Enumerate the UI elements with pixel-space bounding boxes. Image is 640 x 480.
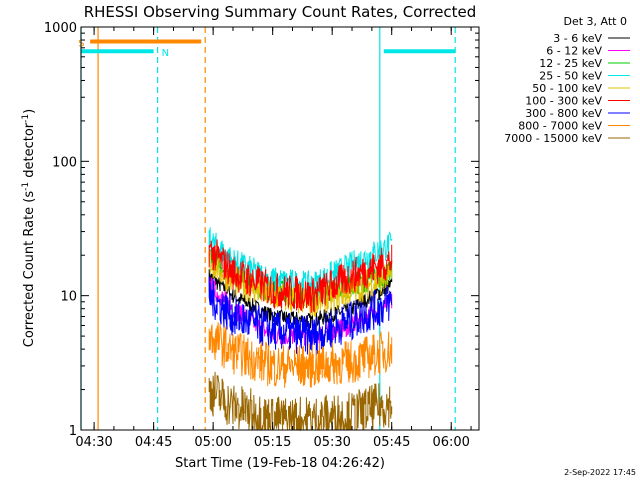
y-axis-label-exponent: -1 bbox=[21, 114, 31, 123]
x-tick-label: 05:45 bbox=[373, 435, 410, 450]
legend-label: 6 - 12 keV bbox=[546, 45, 602, 58]
legend-label: 100 - 300 keV bbox=[525, 95, 602, 108]
y-tick-label: 100 bbox=[52, 155, 77, 170]
x-tick-label: 04:30 bbox=[75, 435, 112, 450]
x-tick-label: 04:45 bbox=[135, 435, 172, 450]
y-axis-label-part: Corrected Count Rate (s bbox=[22, 191, 37, 348]
series-line bbox=[208, 322, 393, 388]
y-tick-label: 1000 bbox=[44, 21, 77, 36]
legend-title: Det 3, Att 0 bbox=[564, 15, 628, 28]
date-stamp: 2-Sep-2022 17:45 bbox=[564, 468, 636, 477]
legend-label: 25 - 50 keV bbox=[539, 70, 602, 83]
x-tick-label: 05:00 bbox=[194, 435, 231, 450]
legend-label: 12 - 25 keV bbox=[539, 57, 602, 70]
x-axis-label: Start Time (19-Feb-18 04:26:42) bbox=[175, 456, 385, 471]
x-tick-label: 05:30 bbox=[313, 435, 350, 450]
legend-label: 300 - 800 keV bbox=[525, 107, 602, 120]
y-axis-label-part: detector bbox=[22, 122, 37, 182]
legend-label: 7000 - 15000 keV bbox=[504, 132, 602, 145]
plot-area: SN bbox=[78, 27, 456, 432]
y-axis-label-exponent: -1 bbox=[21, 182, 31, 191]
legend-label: 800 - 7000 keV bbox=[518, 120, 602, 133]
x-tick-label: 06:00 bbox=[432, 435, 469, 450]
y-axis: 1 10 100 1000 bbox=[44, 21, 479, 439]
x-tick-label: 05:15 bbox=[254, 435, 291, 450]
y-axis-label-part: ) bbox=[22, 109, 37, 114]
flag-label: N bbox=[162, 48, 169, 59]
series-line bbox=[208, 269, 393, 329]
legend-label: 50 - 100 keV bbox=[532, 82, 602, 95]
plot-frame bbox=[80, 26, 480, 431]
legend-label: 3 - 6 keV bbox=[553, 32, 602, 45]
series-line bbox=[208, 276, 393, 357]
y-tick-label: 10 bbox=[60, 290, 77, 305]
y-axis-label: Corrected Count Rate (s-1 detector-1) bbox=[21, 109, 37, 347]
chart-title: RHESSI Observing Summary Count Rates, Co… bbox=[84, 3, 477, 21]
series-line bbox=[208, 239, 393, 313]
y-tick-label: 1 bbox=[69, 424, 77, 439]
x-axis: 04:30 04:45 05:00 05:15 05:30 05:45 06:00 bbox=[75, 27, 472, 450]
series-line bbox=[208, 371, 393, 432]
